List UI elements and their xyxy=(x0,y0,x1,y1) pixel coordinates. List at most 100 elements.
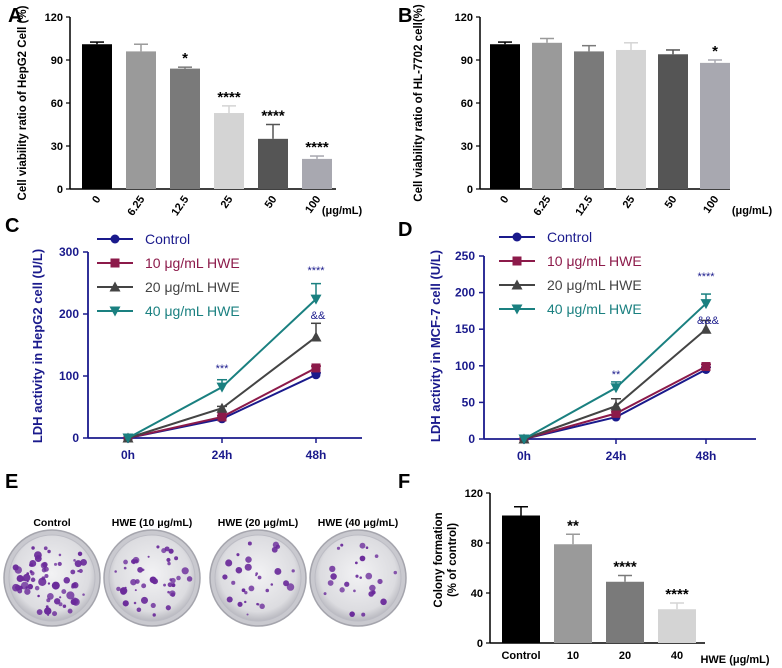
dish-label: HWE (40 μg/mL) xyxy=(318,517,399,529)
colony xyxy=(47,549,51,554)
colony xyxy=(38,577,47,586)
significance-label: **** xyxy=(307,265,325,277)
colony xyxy=(361,612,366,617)
colony xyxy=(12,583,20,592)
colony xyxy=(156,545,160,549)
x-tick-label: 0 xyxy=(90,194,103,206)
data-point xyxy=(110,234,120,244)
colony xyxy=(167,590,170,594)
colony xyxy=(30,571,35,576)
colony xyxy=(245,556,252,563)
colony xyxy=(225,559,233,567)
data-point xyxy=(512,256,522,266)
colony xyxy=(270,583,274,586)
data-point xyxy=(611,408,621,418)
bar xyxy=(258,138,288,189)
significance-label: ** xyxy=(612,369,621,381)
colony xyxy=(140,596,149,604)
colony xyxy=(374,554,379,558)
x-tick-label: 100 xyxy=(701,194,721,216)
significance-label: **** xyxy=(697,271,715,283)
legend-label: Control xyxy=(547,229,592,245)
x-tick-label: 48h xyxy=(306,448,327,462)
panel-letter-c: C xyxy=(5,215,19,237)
colony xyxy=(147,555,150,558)
colony xyxy=(53,598,61,605)
significance-label: **** xyxy=(261,108,285,125)
bar xyxy=(658,609,696,643)
y-tick-label: 150 xyxy=(455,322,475,336)
significance-label: **** xyxy=(305,139,329,156)
y-tick-label: 90 xyxy=(51,55,63,67)
data-point xyxy=(122,433,134,444)
y-tick-label: 90 xyxy=(461,55,473,67)
data-point xyxy=(311,363,321,373)
colony xyxy=(80,558,87,566)
significance-label: **** xyxy=(613,559,637,576)
legend-label: 10 μg/mL HWE xyxy=(145,255,240,271)
panel-letter-f: F xyxy=(398,471,410,493)
data-point xyxy=(310,331,322,342)
panel-d-chart: LDH activity in MCF-7 cell (U/L) 0 50 100 1… xyxy=(428,229,756,463)
panel-b-chart: Cell viability ratio of HL-7702 cell(%) … xyxy=(413,4,772,218)
y-tick-label: 100 xyxy=(59,369,79,383)
colony xyxy=(169,590,176,597)
bar xyxy=(532,42,562,189)
legend-label: 10 μg/mL HWE xyxy=(547,253,642,269)
colony xyxy=(368,591,374,597)
y-tick-label: 80 xyxy=(471,538,483,550)
colony xyxy=(70,599,77,606)
data-point xyxy=(216,402,228,413)
colony xyxy=(286,583,295,591)
colony xyxy=(16,574,24,582)
colony xyxy=(141,583,147,589)
x-tick-label: 10 xyxy=(567,650,579,662)
colony xyxy=(241,588,246,593)
colony xyxy=(167,582,173,588)
bar xyxy=(170,68,200,189)
x-tick-label: 12.5 xyxy=(573,194,595,218)
x-tick-label: 25 xyxy=(219,194,236,211)
colony xyxy=(339,587,345,593)
colony xyxy=(340,543,344,547)
colony xyxy=(244,590,248,595)
y-tick-label: 250 xyxy=(455,249,475,263)
colony xyxy=(166,557,171,562)
y-tick-label: 30 xyxy=(461,141,473,153)
colony xyxy=(34,585,40,591)
colony xyxy=(168,548,174,554)
data-point xyxy=(700,323,712,334)
colony xyxy=(12,564,19,571)
colony xyxy=(133,601,137,605)
panel-a-ylabel: Cell viability ratio of HepG2 Cell (%) xyxy=(17,5,29,200)
colony xyxy=(161,548,167,554)
y-tick-label: 200 xyxy=(59,307,79,321)
colony xyxy=(169,578,173,581)
colony xyxy=(122,600,129,607)
colony xyxy=(124,586,127,589)
significance-label: &&& xyxy=(697,315,720,327)
panel-e-colony-plates: Control HWE (10 μg/mL) HWE (20 μg/mL) HWE (… xyxy=(3,517,407,627)
y-tick-label: 50 xyxy=(462,395,476,409)
colony xyxy=(123,566,127,570)
colony xyxy=(44,573,49,579)
y-tick-label: 0 xyxy=(467,184,473,196)
significance-label: * xyxy=(712,43,718,60)
data-point xyxy=(217,412,227,422)
colony xyxy=(41,567,47,573)
dish-label: HWE (20 μg/mL) xyxy=(218,517,299,529)
colony xyxy=(45,605,49,609)
bar xyxy=(302,158,332,189)
panel-f-chart: Colony formation (% of control) HWE (μg/… xyxy=(433,488,770,666)
colony xyxy=(59,596,62,599)
colony xyxy=(274,567,282,575)
colony xyxy=(57,561,62,567)
x-tick-label: 6.25 xyxy=(531,194,553,218)
colony xyxy=(271,546,278,553)
bar xyxy=(606,581,644,643)
panel-c-ylabel: LDH activity in HepG2 cell (U/L) xyxy=(30,249,45,443)
colony xyxy=(365,546,369,549)
panel-c-chart: LDH activity in HepG2 cell (U/L) 0 100 200… xyxy=(30,231,362,462)
y-tick-label: 40 xyxy=(471,588,483,600)
data-point xyxy=(610,383,622,394)
